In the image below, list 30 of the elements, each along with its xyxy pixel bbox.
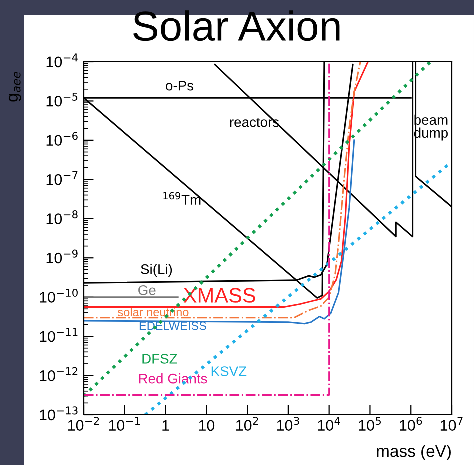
series-label: EDELWEISS	[140, 322, 206, 330]
y-tick-label: 10$^{−5}$	[46, 93, 78, 107]
series-label: DFSZ	[142, 354, 178, 364]
x-tick-label: 10$^{5}$	[359, 417, 382, 431]
y-tick-label: 10$^{−6}$	[46, 132, 78, 146]
y-tick-label: 10$^{−8}$	[46, 210, 78, 224]
x-tick-label: 10$^{4}$	[318, 417, 340, 431]
y-tick-label: 10$^{−4}$	[46, 54, 78, 68]
series-label: $^{169}$Tm	[164, 192, 201, 205]
x-tick-label: 10$^{7}$	[440, 417, 463, 431]
y-tick-label: 10$^{−12}$	[40, 367, 78, 382]
x-tick-label: 10$^{−1}$	[109, 417, 140, 431]
y-tick-label: 10$^{−11}$	[40, 328, 78, 342]
series-label: XMASS	[184, 288, 256, 303]
x-tick-label: 1	[162, 420, 170, 431]
y-tick-label: 10$^{−7}$	[46, 171, 78, 186]
series-label: KSVZ	[212, 366, 247, 376]
x-axis-title: mass (eV)	[377, 445, 451, 461]
series-label: solar neutrino	[118, 308, 189, 317]
y-axis-title: g$_{aee}$	[8, 72, 22, 102]
series-label: Si(Li)	[141, 264, 172, 278]
x-tick-label: 10$^{6}$	[400, 417, 422, 431]
x-tick-label: 10$^{3}$	[277, 417, 300, 431]
series-label: o-Ps	[166, 81, 194, 91]
y-tick-label: 10$^{−10}$	[40, 288, 78, 303]
x-tick-label: 10$^{2}$	[236, 417, 258, 431]
chart-title: Solar Axion	[134, 10, 340, 42]
y-tick-label: 10$^{−9}$	[46, 250, 78, 264]
x-tick-label: 10	[199, 420, 215, 432]
series-label: Ge	[138, 285, 156, 296]
